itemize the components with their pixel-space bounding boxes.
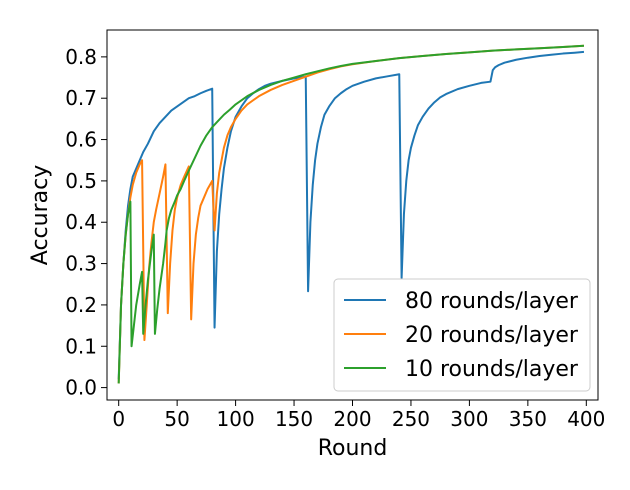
legend-box xyxy=(333,278,591,392)
y-axis-ticks: 0.0 0.1 0.2 0.3 0.4 0.5 0.6 0.7 0.8 xyxy=(65,45,107,400)
legend-entry-2: 20 rounds/layer xyxy=(405,323,579,348)
y-axis-label: Accuracy xyxy=(28,165,53,265)
y-tick-label: 0.2 xyxy=(65,293,97,317)
y-tick-label: 0.3 xyxy=(65,252,97,276)
series-line-3 xyxy=(117,44,585,384)
x-tick-label: 250 xyxy=(392,407,430,431)
y-tick-label: 0.5 xyxy=(65,169,97,193)
x-tick-label: 200 xyxy=(333,407,371,431)
series-line-1 xyxy=(117,50,585,380)
legend: 80 rounds/layer 20 rounds/layer 10 rounds/… xyxy=(333,278,591,392)
x-tick-label: 150 xyxy=(275,407,313,431)
y-tick-label: 0.6 xyxy=(65,128,97,152)
x-axis-ticks: 0 50 100 150 200 250 300 350 400 xyxy=(112,400,605,431)
x-tick-label: 350 xyxy=(509,407,547,431)
y-tick-label: 0.1 xyxy=(65,334,97,358)
x-tick-label: 400 xyxy=(567,407,605,431)
y-tick-label: 0.4 xyxy=(65,210,97,234)
y-tick-label: 0.8 xyxy=(65,45,97,69)
y-tick-label: 0.0 xyxy=(65,376,97,400)
x-tick-label: 100 xyxy=(217,407,255,431)
x-axis-label: Round xyxy=(318,436,388,461)
series-layer xyxy=(117,44,585,384)
y-tick-label: 0.7 xyxy=(65,86,97,110)
legend-entry-1: 80 rounds/layer xyxy=(405,289,579,314)
x-tick-label: 50 xyxy=(164,407,189,431)
legend-entry-3: 10 rounds/layer xyxy=(405,357,579,382)
x-tick-label: 0 xyxy=(112,407,125,431)
x-tick-label: 300 xyxy=(450,407,488,431)
